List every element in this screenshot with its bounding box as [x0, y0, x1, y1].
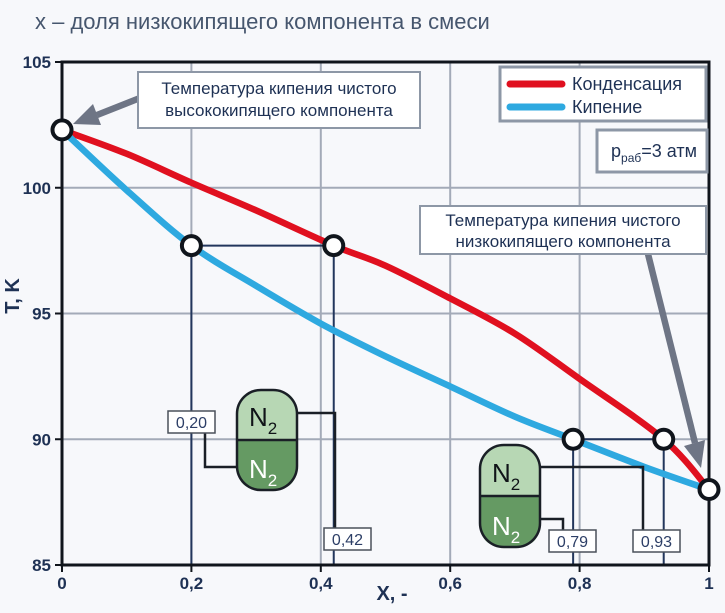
annotation-high-boiling-line1: Температура кипения чистого: [161, 79, 396, 98]
annotation-low-boiling-frame: [419, 205, 707, 255]
legend-label-boiling: Кипение: [572, 97, 642, 117]
legend-box: [498, 65, 708, 123]
capsule-left-vapor-half: [237, 390, 297, 440]
capsule-left-liquid-label: N2: [249, 454, 277, 490]
annotation-high-boiling-line2: высококипящего компонента: [165, 101, 393, 120]
label-vapor2: 0,93: [641, 534, 672, 551]
data-point-marker: [697, 478, 721, 502]
y-axis-title: T, K: [2, 278, 24, 314]
data-point-marker: [561, 427, 585, 451]
pressure-box-frame: [595, 128, 709, 174]
label-box-vapor1: [323, 527, 372, 551]
label-liquid1: 0,20: [176, 415, 207, 432]
data-point-markers: [50, 118, 721, 502]
x-axis-title: X, -: [376, 583, 407, 605]
annotation-low-boiling-line2: низкокипящего компонента: [455, 232, 671, 251]
y-tick-label: 90: [32, 430, 51, 449]
annotation-high-boiling-frame: [137, 71, 421, 129]
capsule-right-vapor-half: [480, 445, 540, 496]
capsule-left-vapor-label: N2: [249, 402, 277, 438]
data-point-marker: [179, 234, 203, 258]
capsule-right-liquid-label: N2: [492, 511, 520, 547]
connector-vapor2: [532, 465, 645, 530]
gridlines: [62, 62, 709, 565]
y-tick-label: 95: [32, 305, 51, 324]
curves: [58, 126, 713, 493]
label-vapor1: 0,42: [332, 532, 363, 549]
connector-vapor1: [286, 411, 337, 528]
y-tick-label: 85: [32, 556, 51, 575]
y-tick-label: 105: [23, 53, 51, 72]
x-tick-label: 1: [704, 574, 713, 593]
data-point-marker: [652, 427, 676, 451]
x-tick-label: 0: [57, 574, 66, 593]
capsule-right-liquid-half: [480, 496, 540, 547]
connector-liquid2: [537, 517, 565, 530]
label-liquid2: 0,79: [557, 534, 588, 551]
capsule-right: N2 N2: [478, 443, 542, 549]
label-box-liquid1: [167, 410, 216, 434]
x-tick-label: 0,6: [438, 574, 462, 593]
x-tick-label: 0,8: [568, 574, 592, 593]
pressure-box: pраб=3 атм: [595, 128, 709, 174]
curve-0: [58, 126, 713, 493]
x-tick-label: 0,2: [180, 574, 204, 593]
legend-label-condensation: Конденсация: [572, 74, 682, 94]
data-point-marker: [50, 118, 74, 142]
y-tick-label: 100: [23, 179, 51, 198]
connector-liquid1: [203, 433, 249, 469]
label-box-vapor2: [632, 529, 681, 553]
annotation-low-boiling: Температура кипения чистого низкокипящег…: [419, 205, 707, 468]
pressure-label: pраб=3 атм: [611, 141, 697, 165]
arrow-down-icon: [684, 440, 705, 468]
chart-title: х – доля низкокипящего компонента в смес…: [35, 9, 490, 34]
capsule-right-vapor-label: N2: [492, 458, 520, 494]
annotation-arrow-shaft: [644, 253, 699, 444]
arrow-left-icon: [73, 104, 101, 125]
data-point-marker: [322, 234, 346, 258]
capsule-left-liquid-half: [237, 440, 297, 490]
label-box-liquid2: [548, 529, 597, 553]
annotation-low-boiling-line1: Температура кипения чистого: [445, 211, 680, 230]
composition-labels: 0,20 0,42 0,79 0,93: [167, 410, 681, 553]
legend: Конденсация Кипение: [498, 65, 708, 123]
axis-ticks: 0 0,2 0,4 0,6 0,8 1 85 90 95 100 105: [23, 53, 714, 593]
annotation-high-boiling: Температура кипения чистого высококипяще…: [73, 71, 421, 129]
x-tick-label: 0,4: [309, 574, 333, 593]
annotation-arrow-shaft: [95, 94, 142, 119]
curve-1: [58, 126, 713, 493]
capsule-left: N2 N2: [235, 388, 299, 492]
